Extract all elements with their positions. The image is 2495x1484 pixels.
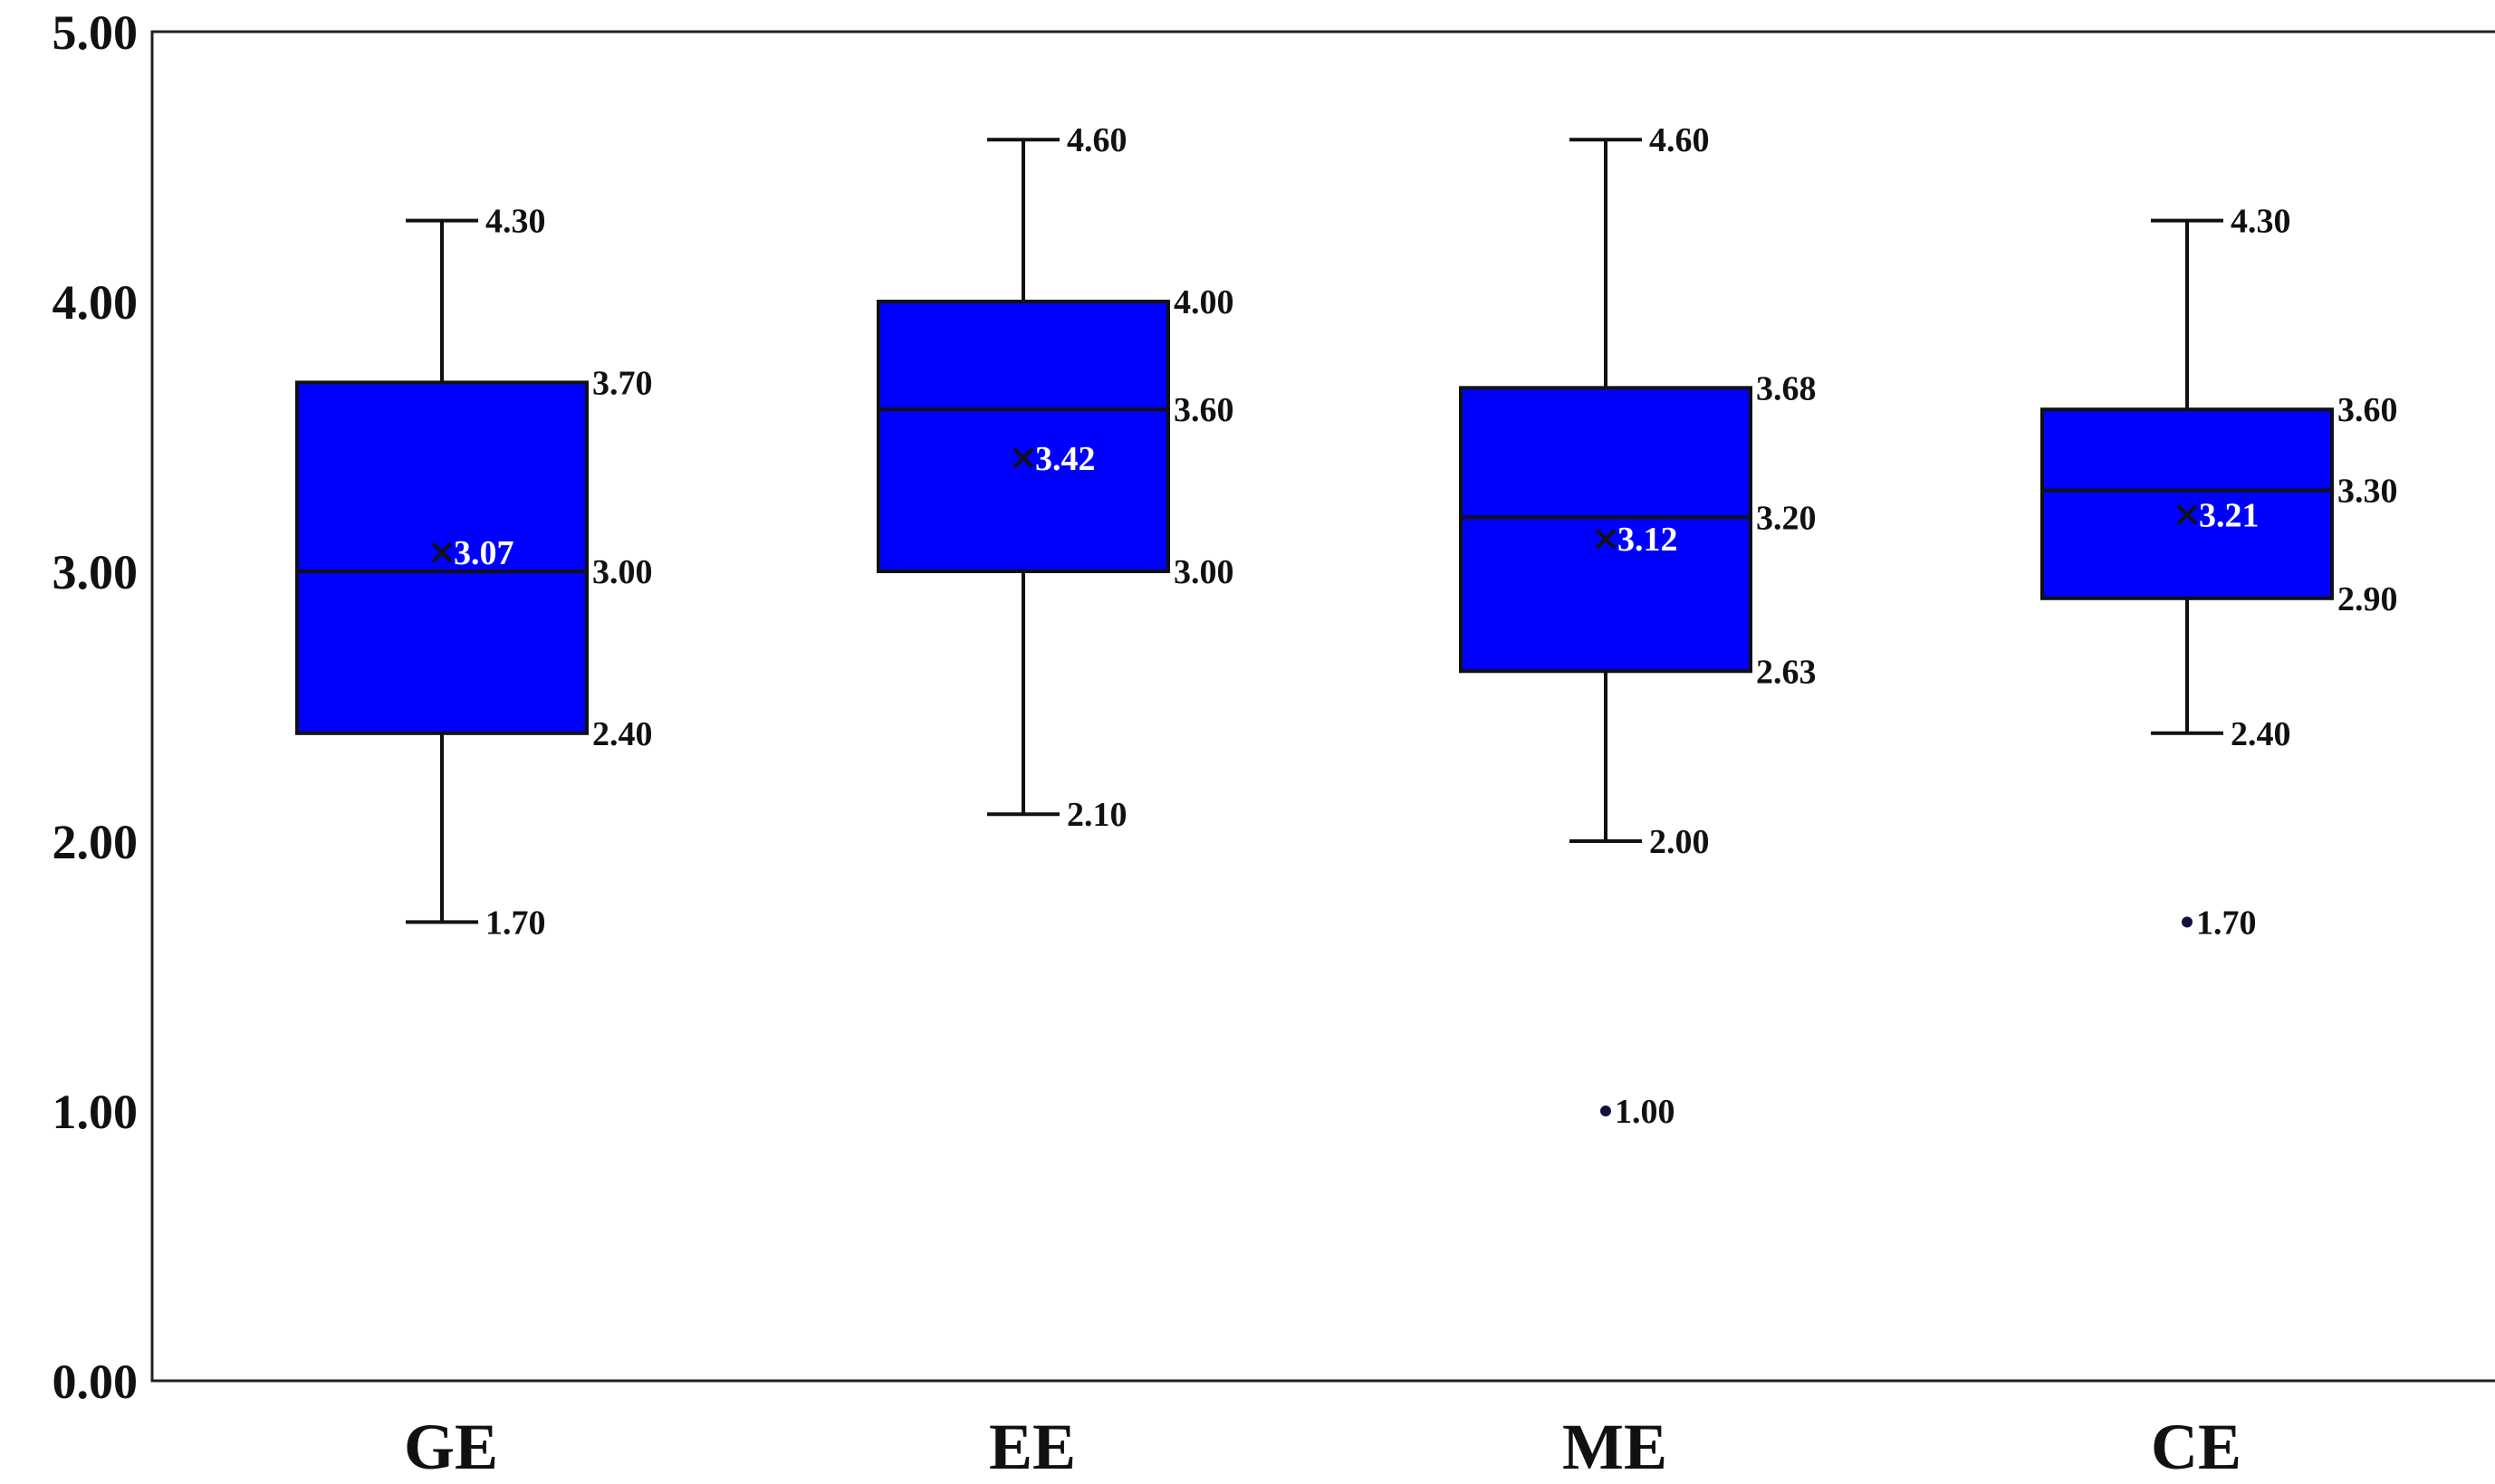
mean-label: 3.21 [2199, 496, 2260, 534]
x-axis: GE EE ME CE [404, 1411, 2241, 1483]
y-axis: 0.00 1.00 2.00 3.00 4.00 5.00 [53, 5, 139, 1409]
outlier-point [1600, 1106, 1611, 1116]
outlier-label: 1.70 [2196, 904, 2257, 942]
mean-marker [2176, 504, 2198, 525]
mean-marker [1012, 447, 1034, 469]
box-series: 4.30 3.70 3.00 2.40 1.70 3.07 4.60 4.00 3.60 3.00… [295, 121, 2398, 1131]
mean-marker [1595, 528, 1617, 550]
x-category-label: EE [989, 1411, 1076, 1483]
outlier-point [2182, 916, 2193, 928]
q1-label: 3.00 [1174, 553, 1234, 591]
y-tick-label: 1.00 [53, 1085, 139, 1139]
max-label: 4.30 [485, 203, 546, 241]
q3-label: 3.70 [592, 364, 653, 402]
median-label: 3.60 [1174, 391, 1234, 429]
x-category-label: CE [2151, 1411, 2241, 1483]
y-tick-label: 0.00 [53, 1355, 139, 1409]
min-label: 2.10 [1067, 796, 1128, 834]
min-label: 2.40 [2231, 715, 2291, 753]
median-label: 3.20 [1756, 499, 1817, 537]
q3-label: 4.00 [1174, 283, 1234, 321]
min-label: 1.70 [485, 904, 546, 942]
y-tick-label: 2.00 [53, 815, 139, 869]
y-tick-label: 4.00 [53, 275, 139, 330]
mean-label: 3.42 [1035, 440, 1096, 478]
mean-marker [431, 541, 453, 563]
q1-label: 2.90 [2337, 580, 2398, 618]
max-label: 4.60 [1649, 121, 1710, 159]
q3-label: 3.68 [1756, 369, 1817, 407]
box-ge: 4.30 3.70 3.00 2.40 1.70 3.07 [295, 203, 653, 942]
x-category-label: ME [1562, 1411, 1667, 1483]
box-me: 4.60 3.68 3.20 2.63 2.00 3.12 1.00 [1459, 121, 1817, 1131]
box-ce: 4.30 3.60 3.30 2.90 2.40 3.21 1.70 [2040, 203, 2398, 942]
outlier-label: 1.00 [1615, 1093, 1675, 1131]
box-ee: 4.60 4.00 3.60 3.00 2.10 3.42 [877, 121, 1234, 834]
max-label: 4.60 [1067, 121, 1128, 159]
min-label: 2.00 [1649, 823, 1710, 861]
iqr-box [295, 380, 589, 735]
y-tick-label: 5.00 [53, 5, 139, 60]
iqr-box [877, 300, 1170, 573]
max-label: 4.30 [2231, 203, 2291, 241]
x-category-label: GE [404, 1411, 498, 1483]
y-tick-label: 3.00 [53, 545, 139, 599]
q1-label: 2.40 [592, 715, 653, 753]
plot-frame [150, 30, 2495, 1383]
median-label: 3.00 [592, 553, 653, 591]
mean-label: 3.12 [1617, 521, 1678, 559]
q3-label: 3.60 [2337, 391, 2398, 429]
mean-label: 3.07 [454, 534, 514, 572]
q1-label: 2.63 [1756, 653, 1817, 691]
median-label: 3.30 [2337, 473, 2398, 511]
iqr-box [1459, 386, 1752, 674]
iqr-box [2040, 407, 2334, 600]
